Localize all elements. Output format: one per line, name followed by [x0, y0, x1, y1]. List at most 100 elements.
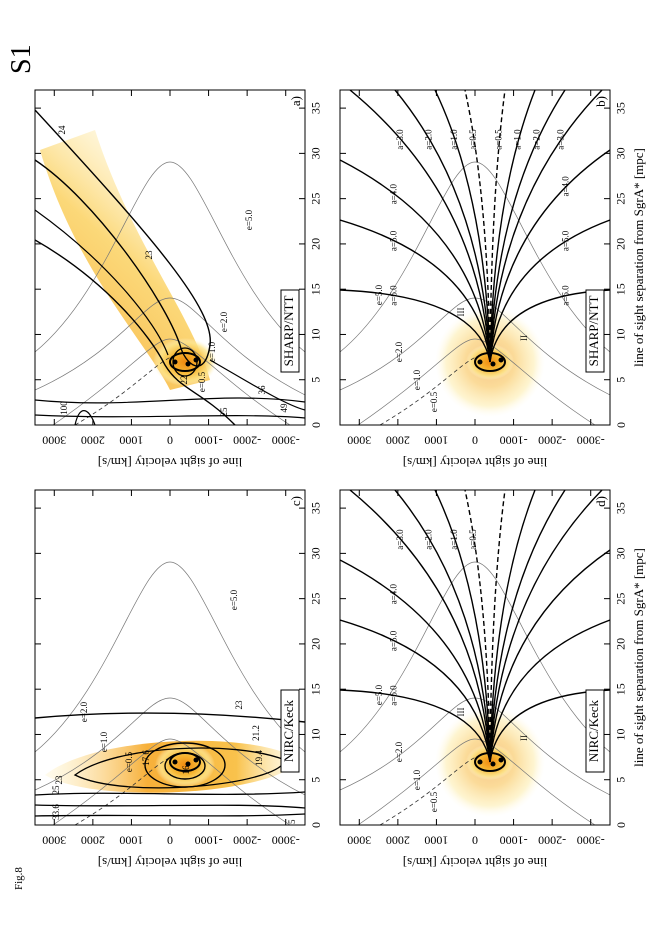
x-tick-label: 10 — [309, 328, 323, 340]
x-tick-label: 15 — [309, 683, 323, 695]
orbit-point — [193, 357, 199, 363]
x-tick-label: 20 — [614, 238, 628, 250]
contour-label: 23 — [234, 700, 244, 710]
y-tick-label: 2000 — [386, 433, 410, 447]
instrument-box — [280, 289, 300, 373]
e-curve — [52, 338, 291, 425]
contour-label: 24 — [57, 125, 67, 135]
orbit-point — [172, 359, 178, 365]
plot-area: 24 23 22 25 36 49 100 e=5.0 e=2.0e=1.0e=0.5 — [35, 109, 305, 425]
e-curve — [340, 161, 610, 353]
contour — [35, 239, 236, 425]
contour — [35, 397, 305, 425]
orbit-curve — [434, 490, 491, 763]
e-curve — [379, 355, 481, 425]
x-tick-label: 5 — [309, 777, 323, 783]
contour-label: e=0.5 — [429, 391, 439, 412]
orbit — [169, 752, 201, 772]
y-tick-label: 1000 — [424, 433, 448, 447]
contour — [35, 414, 305, 419]
x-tick-label: 20 — [309, 638, 323, 650]
orbit-curve — [489, 490, 603, 763]
contour-label: 33.6 — [51, 804, 61, 820]
y-tick-label: 3000 — [42, 833, 66, 847]
orbit-point — [172, 759, 178, 765]
x-tick-label: 10 — [614, 328, 628, 340]
contour-label: I — [486, 304, 496, 307]
contour-label: a=0.5 — [494, 129, 504, 150]
orbit-curve — [464, 90, 491, 363]
x-tick-label: 20 — [309, 238, 323, 250]
contour-label: II — [519, 335, 529, 341]
y-axis-label: line of sight velocity [km/s] — [98, 455, 242, 470]
contour — [35, 712, 305, 723]
x-tick-label: 25 — [309, 593, 323, 605]
x-tick-label: 25 — [309, 193, 323, 205]
orbit-curve — [340, 219, 491, 363]
orbit-point — [490, 761, 496, 767]
instrument-label: SHARP/NTT — [586, 296, 601, 367]
y-tick-label: -3000 — [577, 833, 605, 847]
y-tick-label: 2000 — [386, 833, 410, 847]
panel: a=6.0a=5.0a=4.0a=3.0 a=2.0 a=1.0 a=0.5IIIII… — [339, 489, 646, 870]
orbit-curve — [489, 90, 566, 363]
y-tick-label: 3000 — [42, 433, 66, 447]
contour-label: 17.6 — [141, 750, 151, 766]
e-curve — [379, 755, 481, 825]
x-tick-label: 15 — [309, 283, 323, 295]
y-axis-label: line of sight velocity [km/s] — [403, 855, 547, 870]
x-tick-label: 20 — [614, 638, 628, 650]
contour-label: e=1.0 — [99, 731, 109, 752]
y-tick-label: 1000 — [424, 833, 448, 847]
y-tick-label: 0 — [167, 833, 173, 847]
contour-label: 36 — [257, 385, 267, 395]
y-tick-label: 0 — [472, 833, 478, 847]
figure-label: S1 — [6, 44, 37, 74]
contour — [35, 791, 305, 817]
orbit — [169, 352, 201, 372]
x-tick-label: 30 — [309, 147, 323, 159]
contour-label: e=1.0 — [412, 369, 422, 390]
contour-label: 19.4 — [254, 750, 264, 766]
contour-label: a=5.0 — [389, 630, 399, 651]
contour-label: e=2.0 — [394, 741, 404, 762]
y-tick-label: -3000 — [272, 833, 300, 847]
contour-label: e=2.0 — [79, 701, 89, 722]
emission — [40, 130, 210, 390]
orbit-point — [490, 361, 496, 367]
orbit-point — [477, 759, 483, 765]
instrument-box — [280, 689, 300, 773]
contour-label: e=2.0 — [394, 341, 404, 362]
contour-label: e=1.0 — [207, 341, 217, 362]
e-curve — [340, 561, 610, 753]
orbit-curve — [434, 90, 491, 363]
orbit-curve — [489, 219, 610, 363]
contour-label: a=0.5 — [468, 129, 478, 150]
orbit-point — [185, 361, 191, 367]
contour-label: a=4.0 — [389, 183, 399, 204]
contour-label: e=5.0 — [229, 589, 239, 610]
contour — [144, 742, 226, 788]
contour-label: III — [456, 708, 466, 717]
x-tick-label: 5 — [614, 777, 628, 783]
contour-label: e=0.5 — [197, 371, 207, 392]
contour — [35, 209, 305, 411]
x-tick-label: 10 — [309, 728, 323, 740]
e-curve — [357, 338, 596, 425]
contour-label: a=1.0 — [513, 129, 523, 150]
orbit-curve — [489, 490, 536, 763]
orbit-point — [498, 357, 504, 363]
contour-label: a=6.0 — [560, 285, 570, 306]
x-tick-label: 25 — [614, 193, 628, 205]
orbit-curve — [394, 90, 491, 363]
contour-label: II — [519, 735, 529, 741]
e-curve — [74, 755, 176, 825]
contour-label: a=2.0 — [532, 129, 542, 150]
contour-label: 25 — [219, 407, 229, 417]
y-tick-label: 3000 — [347, 433, 371, 447]
contour-label: e=5.0 — [244, 209, 254, 230]
caption: Fig.8 — [13, 867, 25, 890]
contour-label: a=2.0 — [424, 129, 434, 150]
